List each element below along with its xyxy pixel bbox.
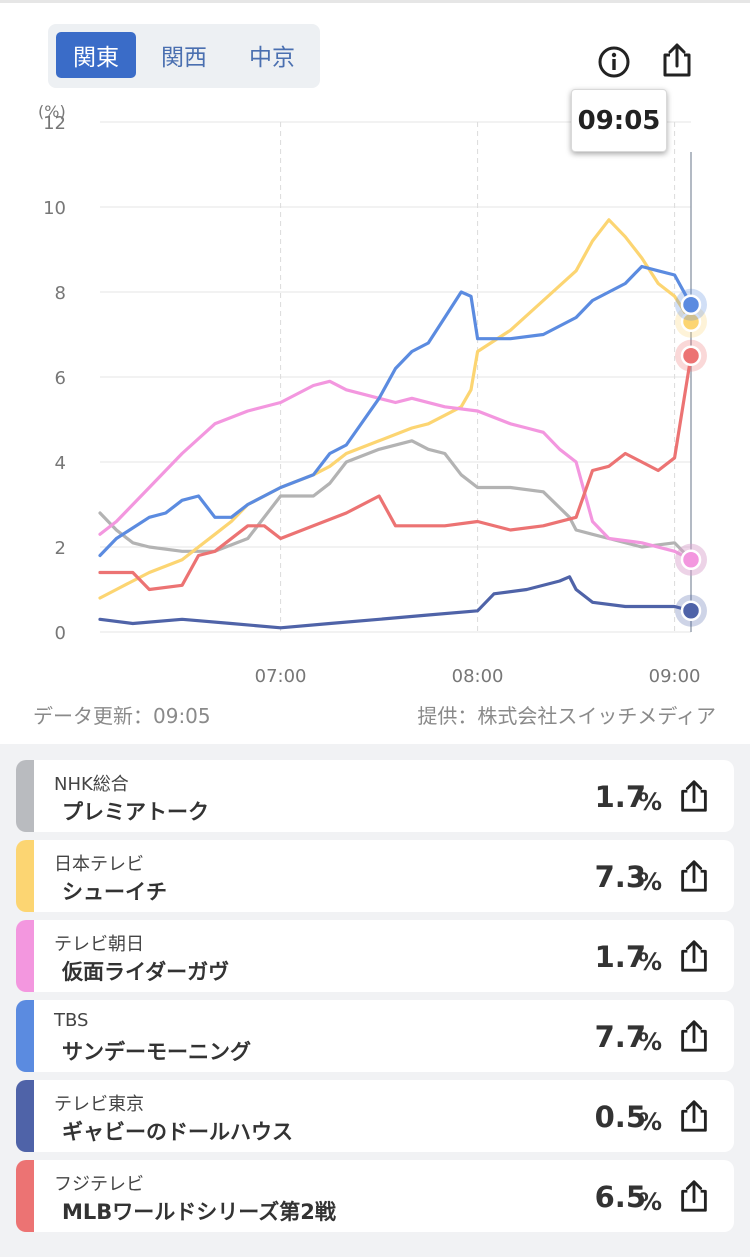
- ratings-line-chart: 0 2 4 6 8 10 12(%) 07:00 08:00 09:00: [38, 102, 707, 687]
- program-title: ギャビーのドールハウス: [62, 1120, 293, 1144]
- x-tick-label: 09:00: [649, 666, 701, 687]
- top-divider: [0, 0, 750, 3]
- program-card-tbs[interactable]: TBS サンデーモーニング 7.7 %: [16, 1000, 734, 1072]
- channel-name: NHK総合: [54, 774, 129, 795]
- y-tick-label: 2: [55, 538, 66, 559]
- rating-value: 1.7: [594, 940, 646, 974]
- series-end-marker[interactable]: [680, 600, 702, 621]
- rating-value: 7.7: [594, 1020, 646, 1054]
- y-tick-label: 4: [55, 453, 66, 474]
- channel-name: テレビ東京: [54, 1094, 144, 1115]
- series-end-marker[interactable]: [680, 345, 702, 366]
- share-icon[interactable]: [676, 858, 712, 894]
- rating-value: 7.3: [594, 860, 646, 894]
- channel-color-bar: [16, 1080, 34, 1152]
- info-icon[interactable]: [595, 43, 633, 81]
- series-line: [98, 264, 693, 558]
- share-icon[interactable]: [676, 1018, 712, 1054]
- channel-name: テレビ朝日: [54, 934, 144, 955]
- rating-value: 1.7: [594, 780, 646, 814]
- y-tick-label: 0: [55, 623, 66, 644]
- channel-color-bar: [16, 1000, 34, 1072]
- program-card-nhk[interactable]: NHK総合 プレミアトーク 1.7 %: [16, 760, 734, 832]
- region-tabs: 関東 関西 中京: [48, 24, 320, 88]
- share-icon[interactable]: [676, 1178, 712, 1214]
- rating-unit: %: [637, 868, 662, 896]
- channel-color-bar: [16, 920, 34, 992]
- channel-color-bar: [16, 840, 34, 912]
- y-axis-unit: (%): [38, 102, 66, 121]
- x-tick-label: 08:00: [452, 666, 504, 687]
- series-line: [98, 379, 693, 562]
- program-title: シューイチ: [62, 880, 167, 904]
- rating-value: 6.5: [594, 1180, 646, 1214]
- time-tooltip: 09:05: [571, 89, 667, 152]
- program-list: NHK総合 プレミアトーク 1.7 % 日本テレビ シューイチ 7.3 % テレ…: [0, 744, 750, 1257]
- x-tick-label: 07:00: [255, 666, 307, 687]
- rating-value: 0.5: [594, 1100, 646, 1134]
- share-icon[interactable]: [676, 1098, 712, 1134]
- series-end-marker[interactable]: [680, 294, 702, 315]
- tab-chukyo[interactable]: 中京: [249, 45, 295, 71]
- rating-unit: %: [637, 948, 662, 976]
- channel-name: TBS: [54, 1010, 89, 1031]
- rating-unit: %: [637, 1188, 662, 1216]
- program-title: プレミアトーク: [62, 800, 209, 824]
- program-title: 仮面ライダーガヴ: [62, 960, 230, 984]
- data-source-note: 提供：株式会社スイッチメディア: [417, 704, 716, 728]
- channel-color-bar: [16, 760, 34, 832]
- share-icon[interactable]: [676, 778, 712, 814]
- program-title: MLBワールドシリーズ第2戦: [62, 1200, 336, 1224]
- program-card-ntv[interactable]: 日本テレビ シューイチ 7.3 %: [16, 840, 734, 912]
- share-icon[interactable]: [658, 41, 696, 79]
- rating-unit: %: [637, 1028, 662, 1056]
- channel-color-bar: [16, 1160, 34, 1232]
- series-line: [98, 218, 693, 600]
- tab-kansai[interactable]: 関西: [161, 45, 207, 71]
- y-tick-label: 12: [43, 113, 66, 134]
- series-line: [98, 575, 693, 630]
- y-tick-label: 10: [43, 198, 66, 219]
- share-icon[interactable]: [676, 938, 712, 974]
- program-card-fuji[interactable]: フジテレビ MLBワールドシリーズ第2戦 6.5 %: [16, 1160, 734, 1232]
- rating-unit: %: [637, 1108, 662, 1136]
- program-card-tv-asahi[interactable]: テレビ朝日 仮面ライダーガヴ 1.7 %: [16, 920, 734, 992]
- channel-name: フジテレビ: [54, 1174, 144, 1195]
- y-tick-label: 8: [55, 283, 66, 304]
- tab-kanto[interactable]: 関東: [56, 32, 136, 78]
- program-title: サンデーモーニング: [62, 1040, 251, 1064]
- update-time-note: データ更新：09:05: [33, 704, 211, 728]
- series-line: [98, 439, 693, 562]
- y-tick-label: 6: [55, 368, 66, 389]
- program-card-tv-tokyo[interactable]: テレビ東京 ギャビーのドールハウス 0.5 %: [16, 1080, 734, 1152]
- channel-name: 日本テレビ: [54, 854, 144, 875]
- series-end-marker[interactable]: [680, 549, 702, 570]
- series-line: [98, 354, 693, 592]
- rating-unit: %: [637, 788, 662, 816]
